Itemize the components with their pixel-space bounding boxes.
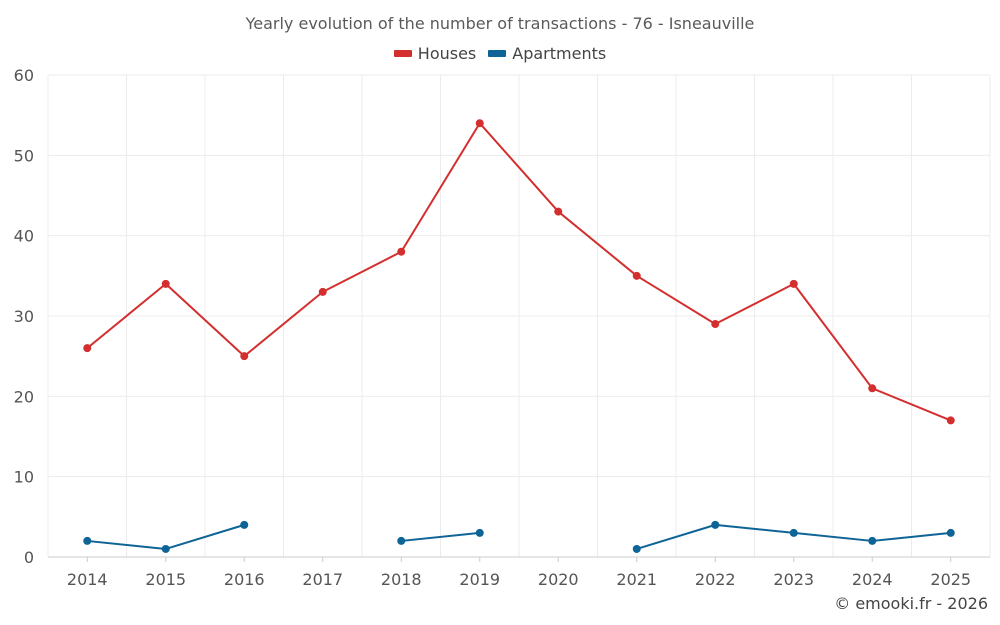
data-point-houses-2022 (711, 320, 720, 329)
x-tick-label-2024: 2024 (852, 570, 893, 589)
data-point-houses-2015 (161, 279, 170, 288)
y-tick-label-50: 50 (14, 146, 34, 165)
y-tick-label-40: 40 (14, 227, 34, 246)
data-point-apartments-2014 (83, 536, 92, 545)
x-tick-label-2020: 2020 (538, 570, 579, 589)
x-tick-label-2014: 2014 (67, 570, 108, 589)
data-point-houses-2014 (83, 344, 92, 353)
data-point-apartments-2022 (711, 520, 720, 529)
legend: Houses Apartments (0, 44, 1000, 63)
data-point-houses-2017 (318, 287, 327, 296)
data-point-houses-2019 (475, 119, 484, 128)
data-point-houses-2016 (240, 352, 249, 361)
x-tick-label-2016: 2016 (224, 570, 265, 589)
y-tick-label-20: 20 (14, 387, 34, 406)
x-tick-label-2017: 2017 (302, 570, 343, 589)
legend-label-houses: Houses (417, 44, 477, 63)
data-point-houses-2025 (946, 416, 955, 425)
y-tick-label-0: 0 (24, 548, 34, 567)
data-point-houses-2024 (868, 384, 877, 393)
legend-swatch-apartments (488, 50, 507, 57)
credit-text: © emooki.fr - 2026 (834, 594, 988, 613)
y-tick-label-30: 30 (14, 307, 34, 326)
x-tick-label-2015: 2015 (145, 570, 186, 589)
chart-title: Yearly evolution of the number of transa… (245, 14, 755, 33)
y-tick-label-60: 60 (14, 66, 34, 85)
data-point-houses-2023 (789, 279, 798, 288)
legend-item-apartments[interactable]: Apartments (488, 44, 606, 63)
data-point-houses-2021 (632, 271, 641, 280)
legend-item-houses[interactable]: Houses (393, 44, 477, 63)
x-tick-label-2023: 2023 (773, 570, 814, 589)
data-point-apartments-2016 (240, 520, 249, 529)
series-line-apartments-2 (636, 523, 951, 550)
data-point-apartments-2024 (868, 536, 877, 545)
x-tick-label-2019: 2019 (459, 570, 500, 589)
series-line-apartments-1 (401, 531, 480, 542)
data-point-apartments-2023 (789, 528, 798, 537)
data-point-apartments-2018 (397, 536, 406, 545)
data-point-apartments-2025 (946, 528, 955, 537)
x-tick-label-2025: 2025 (930, 570, 971, 589)
x-tick-label-2022: 2022 (695, 570, 736, 589)
data-point-apartments-2015 (161, 544, 170, 553)
series-line-houses-0 (86, 122, 952, 422)
data-point-apartments-2019 (475, 528, 484, 537)
x-tick-label-2018: 2018 (381, 570, 422, 589)
legend-swatch-houses (393, 50, 412, 57)
x-tick-label-2021: 2021 (616, 570, 657, 589)
data-point-apartments-2021 (632, 544, 641, 553)
y-tick-label-10: 10 (14, 468, 34, 487)
data-point-houses-2020 (554, 207, 563, 216)
legend-label-apartments: Apartments (512, 44, 607, 63)
data-point-houses-2018 (397, 247, 406, 256)
